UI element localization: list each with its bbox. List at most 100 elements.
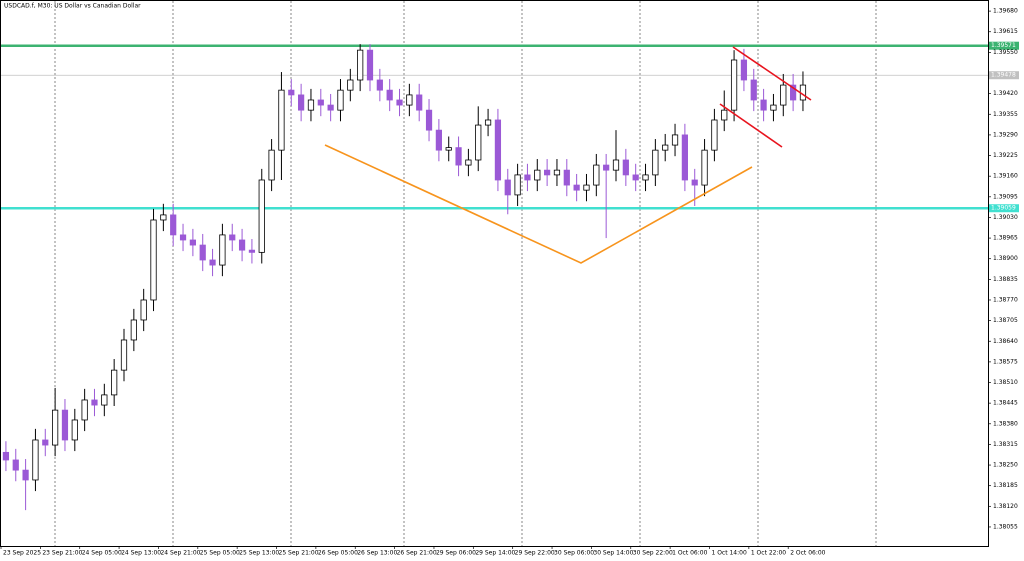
y-tick-label: 1.38575 <box>993 358 1018 365</box>
chart-title: USDCAD.f, M30: US Dollar vs Canadian Dol… <box>4 3 141 10</box>
candle-body <box>671 134 679 146</box>
y-tick-label: 1.38120 <box>993 503 1018 510</box>
candle-body <box>583 184 590 191</box>
candle-body <box>120 339 128 371</box>
candle-body <box>612 159 620 171</box>
candle-body <box>278 89 285 151</box>
candle-body <box>681 134 688 181</box>
candle-body <box>416 94 423 111</box>
y-tick-label: 1.38445 <box>993 400 1018 407</box>
y-tick-label: 1.38185 <box>993 482 1018 489</box>
x-tick-label: 24 Sep 05:00 <box>82 550 122 557</box>
candle-body <box>61 409 69 441</box>
y-tick-label: 1.39550 <box>993 49 1018 56</box>
y-tick-label: 1.38640 <box>993 338 1018 345</box>
candle-body <box>445 147 452 151</box>
y-tick-label: 1.38900 <box>993 255 1018 262</box>
x-tick-label: 26 Sep 13:00 <box>357 550 397 557</box>
candle-body <box>662 144 669 151</box>
candle-body <box>455 147 462 166</box>
price-level-label: 1.39478 <box>991 72 1016 79</box>
day-separators <box>54 1 877 546</box>
candle-body <box>357 49 364 81</box>
candle-body <box>376 79 383 91</box>
candle-body <box>435 129 442 151</box>
y-tick-label: 1.38770 <box>993 296 1018 303</box>
candle-body <box>189 239 196 246</box>
candle-body <box>711 119 718 151</box>
candle-body <box>238 239 246 251</box>
candle-body <box>160 214 167 221</box>
candle-body <box>150 219 157 301</box>
candle-body <box>219 234 226 266</box>
candle-body <box>199 244 206 261</box>
candle-body <box>22 469 29 481</box>
candle-body <box>248 249 256 253</box>
candle-body <box>298 94 305 111</box>
candle-body <box>730 59 738 111</box>
candle-body <box>475 124 482 161</box>
x-tick-label: 25 Sep 21:00 <box>279 550 319 557</box>
price-level-tag <box>989 71 1019 80</box>
y-tick-label: 1.38250 <box>993 462 1018 469</box>
y-tick-label: 1.38315 <box>993 441 1018 448</box>
candle-body <box>632 174 639 181</box>
x-tick-label: 26 Sep 21:00 <box>397 550 437 557</box>
x-tick-label: 1 Oct 22:00 <box>751 550 786 557</box>
candle-body <box>760 99 767 111</box>
x-tick-label: 30 Sep 22:00 <box>633 550 673 557</box>
candle-body <box>514 174 521 196</box>
candle-body <box>42 439 49 446</box>
y-tick-label: 1.39680 <box>993 8 1018 15</box>
price-level-label: 1.39571 <box>991 42 1016 49</box>
y-tick-label: 1.39615 <box>993 28 1018 35</box>
y-tick-label: 1.38705 <box>993 317 1018 324</box>
candle-body <box>544 169 551 176</box>
candle-body <box>81 399 88 421</box>
candle-body <box>721 109 728 121</box>
candle-body <box>642 174 649 181</box>
candle-body <box>209 259 216 266</box>
y-tick-label: 1.39160 <box>993 173 1018 180</box>
candle-body <box>622 159 629 176</box>
trendlines <box>324 46 812 264</box>
candle-body <box>337 89 344 111</box>
y-tick-label: 1.38835 <box>993 276 1018 283</box>
candle-body <box>32 439 39 481</box>
plot-frame <box>0 0 989 547</box>
candle-body <box>101 394 108 406</box>
candle-body <box>534 169 541 181</box>
candle-body <box>484 119 492 126</box>
x-tick-label: 26 Sep 05:00 <box>318 550 358 557</box>
x-tick-label: 23 Sep 21:00 <box>42 550 82 557</box>
candle-body <box>258 179 265 253</box>
y-tick-label: 1.39290 <box>993 131 1018 138</box>
x-tick-label: 23 Sep 2025 <box>3 550 41 557</box>
x-tick-label: 2 Oct 06:00 <box>790 550 825 557</box>
candle-body <box>603 164 610 171</box>
candle-body <box>12 459 19 471</box>
candle-body <box>691 179 698 186</box>
candle-body <box>71 419 78 441</box>
y-tick-label: 1.39355 <box>993 111 1018 118</box>
candle-body <box>268 149 275 181</box>
candle-body <box>91 399 98 406</box>
candle-body <box>465 159 472 166</box>
candle-body <box>750 79 757 101</box>
x-tick-label: 30 Sep 06:00 <box>554 550 594 557</box>
candle-body <box>494 119 502 181</box>
candle-body <box>504 179 511 196</box>
y-tick-label: 1.38965 <box>993 235 1018 242</box>
y-tick-label: 1.39420 <box>993 90 1018 97</box>
candle-body <box>229 234 236 241</box>
candle-body <box>593 164 600 186</box>
x-tick-label: 29 Sep 14:00 <box>475 550 515 557</box>
x-tick-label: 30 Sep 14:00 <box>593 550 633 557</box>
price-level-tag <box>989 41 1019 50</box>
candle-body <box>406 94 413 106</box>
candle-body <box>780 84 787 106</box>
x-tick-label: 25 Sep 05:00 <box>200 550 240 557</box>
candle-body <box>111 369 118 396</box>
x-tick-label: 24 Sep 13:00 <box>121 550 161 557</box>
